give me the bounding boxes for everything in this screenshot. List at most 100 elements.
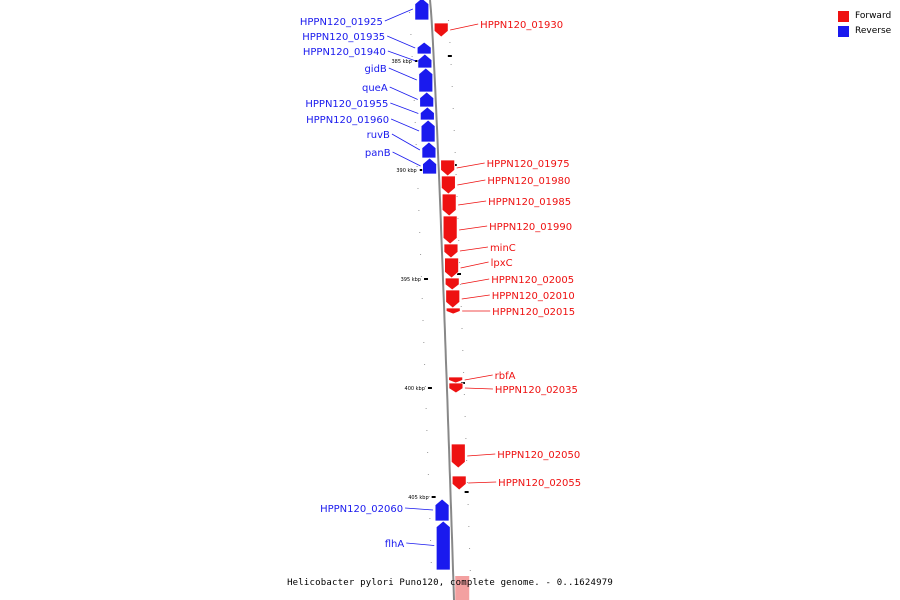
- gene-label-HPPN120_02060[interactable]: HPPN120_02060: [320, 504, 403, 515]
- gene-label-HPPN120_01990[interactable]: HPPN120_01990: [489, 222, 572, 233]
- gene-arrow-HPPN120_01980[interactable]: [440, 175, 456, 195]
- backbone-dot: [415, 144, 417, 145]
- gene-arrow-HPPN120_01990[interactable]: [442, 215, 458, 245]
- label-leader: [459, 225, 488, 231]
- backbone-dot: [430, 562, 432, 563]
- gene-label-HPPN120_01930[interactable]: HPPN120_01930: [480, 20, 563, 31]
- legend-forward-label: Forward: [855, 11, 892, 21]
- legend: Forward Reverse: [838, 9, 891, 39]
- genome-backbone: [429, 0, 455, 600]
- tick-label: 400 kbp: [405, 386, 425, 392]
- gene-label-HPPN120_01980[interactable]: HPPN120_01980: [487, 176, 570, 187]
- backbone-dot: [428, 496, 430, 497]
- gene-arrow-partial: [455, 576, 470, 600]
- gene-arrow-HPPN120_01935[interactable]: [416, 41, 432, 55]
- label-leader: [388, 67, 417, 81]
- tick-label: 395 kbp: [401, 277, 421, 283]
- gene-arrow-HPPN120_02010[interactable]: [445, 289, 461, 309]
- backbone-dot: [421, 298, 423, 299]
- gene-label-HPPN120_02010[interactable]: HPPN120_02010: [492, 291, 575, 302]
- gene-label-lpxC[interactable]: lpxC: [491, 258, 513, 269]
- backbone-dot: [458, 240, 460, 241]
- gene-label-panB[interactable]: panB: [365, 148, 391, 159]
- gene-label-HPPN120_02015[interactable]: HPPN120_02015: [492, 307, 575, 318]
- backbone-dot: [459, 262, 461, 263]
- gene-label-HPPN120_02050[interactable]: HPPN120_02050: [497, 450, 580, 461]
- gene-arrow-HPPN120_02005[interactable]: [444, 277, 460, 291]
- gene-arrow-minC[interactable]: [443, 243, 459, 259]
- gene-label-HPPN120_01985[interactable]: HPPN120_01985: [488, 197, 571, 208]
- backbone-dot: [465, 438, 467, 439]
- label-leader: [390, 102, 419, 114]
- tick-mark: [447, 55, 452, 57]
- label-leader: [387, 35, 416, 49]
- gene-arrow-queA[interactable]: [419, 91, 435, 108]
- backbone-dot: [455, 174, 457, 175]
- label-leader: [468, 481, 497, 484]
- label-leader: [464, 387, 493, 390]
- backbone-dot: [453, 130, 455, 131]
- backbone-dot: [422, 320, 424, 321]
- backbone-dot: [454, 152, 456, 153]
- gene-arrow-HPPN120_01985[interactable]: [441, 193, 457, 217]
- backbone-dot: [448, 20, 450, 21]
- backbone-dot: [420, 276, 422, 277]
- gene-label-HPPN120_02055[interactable]: HPPN120_02055: [498, 478, 581, 489]
- gene-arrow-HPPN120_02055[interactable]: [451, 475, 467, 491]
- backbone-dot: [462, 350, 464, 351]
- gene-label-HPPN120_01935[interactable]: HPPN120_01935: [302, 32, 385, 43]
- gene-label-HPPN120_01960[interactable]: HPPN120_01960: [306, 115, 389, 126]
- gene-arrow-HPPN120_02015[interactable]: [445, 307, 461, 315]
- tick-mark: [414, 60, 419, 62]
- label-leader: [390, 118, 420, 132]
- backbone-dot: [413, 100, 415, 101]
- gene-arrow-HPPN120_01940[interactable]: [417, 53, 433, 69]
- gene-label-HPPN120_02005[interactable]: HPPN120_02005: [491, 275, 574, 286]
- gene-label-gidB[interactable]: gidB: [364, 64, 386, 75]
- gene-label-HPPN120_01955[interactable]: HPPN120_01955: [305, 99, 388, 110]
- gene-label-flhA[interactable]: flhA: [385, 539, 405, 550]
- tick-mark: [419, 169, 424, 171]
- backbone-dot: [410, 34, 412, 35]
- gene-arrow-HPPN120_01975[interactable]: [440, 159, 456, 177]
- gene-label-HPPN120_02035[interactable]: HPPN120_02035: [495, 385, 578, 396]
- gene-label-rbfA[interactable]: rbfA: [495, 371, 516, 382]
- gene-arrow-HPPN120_01955[interactable]: [419, 106, 435, 121]
- gene-label-HPPN120_01925[interactable]: HPPN120_01925: [300, 17, 383, 28]
- gene-arrow-ruvB[interactable]: [421, 141, 437, 159]
- backbone-dot: [425, 408, 427, 409]
- gene-label-HPPN120_01975[interactable]: HPPN120_01975: [487, 159, 570, 170]
- gene-features: [414, 0, 470, 600]
- gene-label-HPPN120_01940[interactable]: HPPN120_01940: [303, 47, 386, 58]
- gene-arrow-panB[interactable]: [422, 157, 437, 175]
- backbone-dot: [457, 218, 459, 219]
- gene-arrow-HPPN120_01960[interactable]: [420, 119, 436, 143]
- backbone-dot: [426, 430, 428, 431]
- gene-arrow-HPPN120_02060[interactable]: [434, 498, 450, 522]
- gene-arrow-flhA[interactable]: [435, 520, 451, 571]
- gene-arrow-lpxC[interactable]: [444, 257, 459, 279]
- gene-arrow-HPPN120_01925[interactable]: [414, 0, 430, 21]
- gene-label-ruvB[interactable]: ruvB: [367, 130, 390, 141]
- gene-label-queA[interactable]: queA: [362, 83, 388, 94]
- gene-arrow-HPPN120_02050[interactable]: [450, 443, 466, 469]
- gene-label-minC[interactable]: minC: [490, 243, 516, 254]
- tick-label: 405 kbp: [408, 495, 428, 501]
- backbone-dot: [468, 526, 470, 527]
- backbone-dot: [469, 548, 471, 549]
- gene-arrow-HPPN120_01930[interactable]: [433, 22, 449, 38]
- backbone-dot: [411, 56, 413, 57]
- gene-arrow-gidB[interactable]: [418, 67, 434, 93]
- backbone-dot: [452, 108, 454, 109]
- backbone-dot: [416, 166, 418, 167]
- label-leader: [467, 453, 496, 457]
- gene-arrow-rbfA[interactable]: [448, 376, 464, 384]
- gene-arrow-HPPN120_02035[interactable]: [448, 382, 464, 394]
- label-leader: [461, 294, 490, 300]
- backbone-dot: [464, 416, 466, 417]
- backbone-dot: [417, 188, 419, 189]
- backbone-dot: [423, 342, 425, 343]
- label-leader: [405, 507, 434, 511]
- label-leader: [460, 261, 489, 269]
- forward-swatch: [838, 10, 849, 22]
